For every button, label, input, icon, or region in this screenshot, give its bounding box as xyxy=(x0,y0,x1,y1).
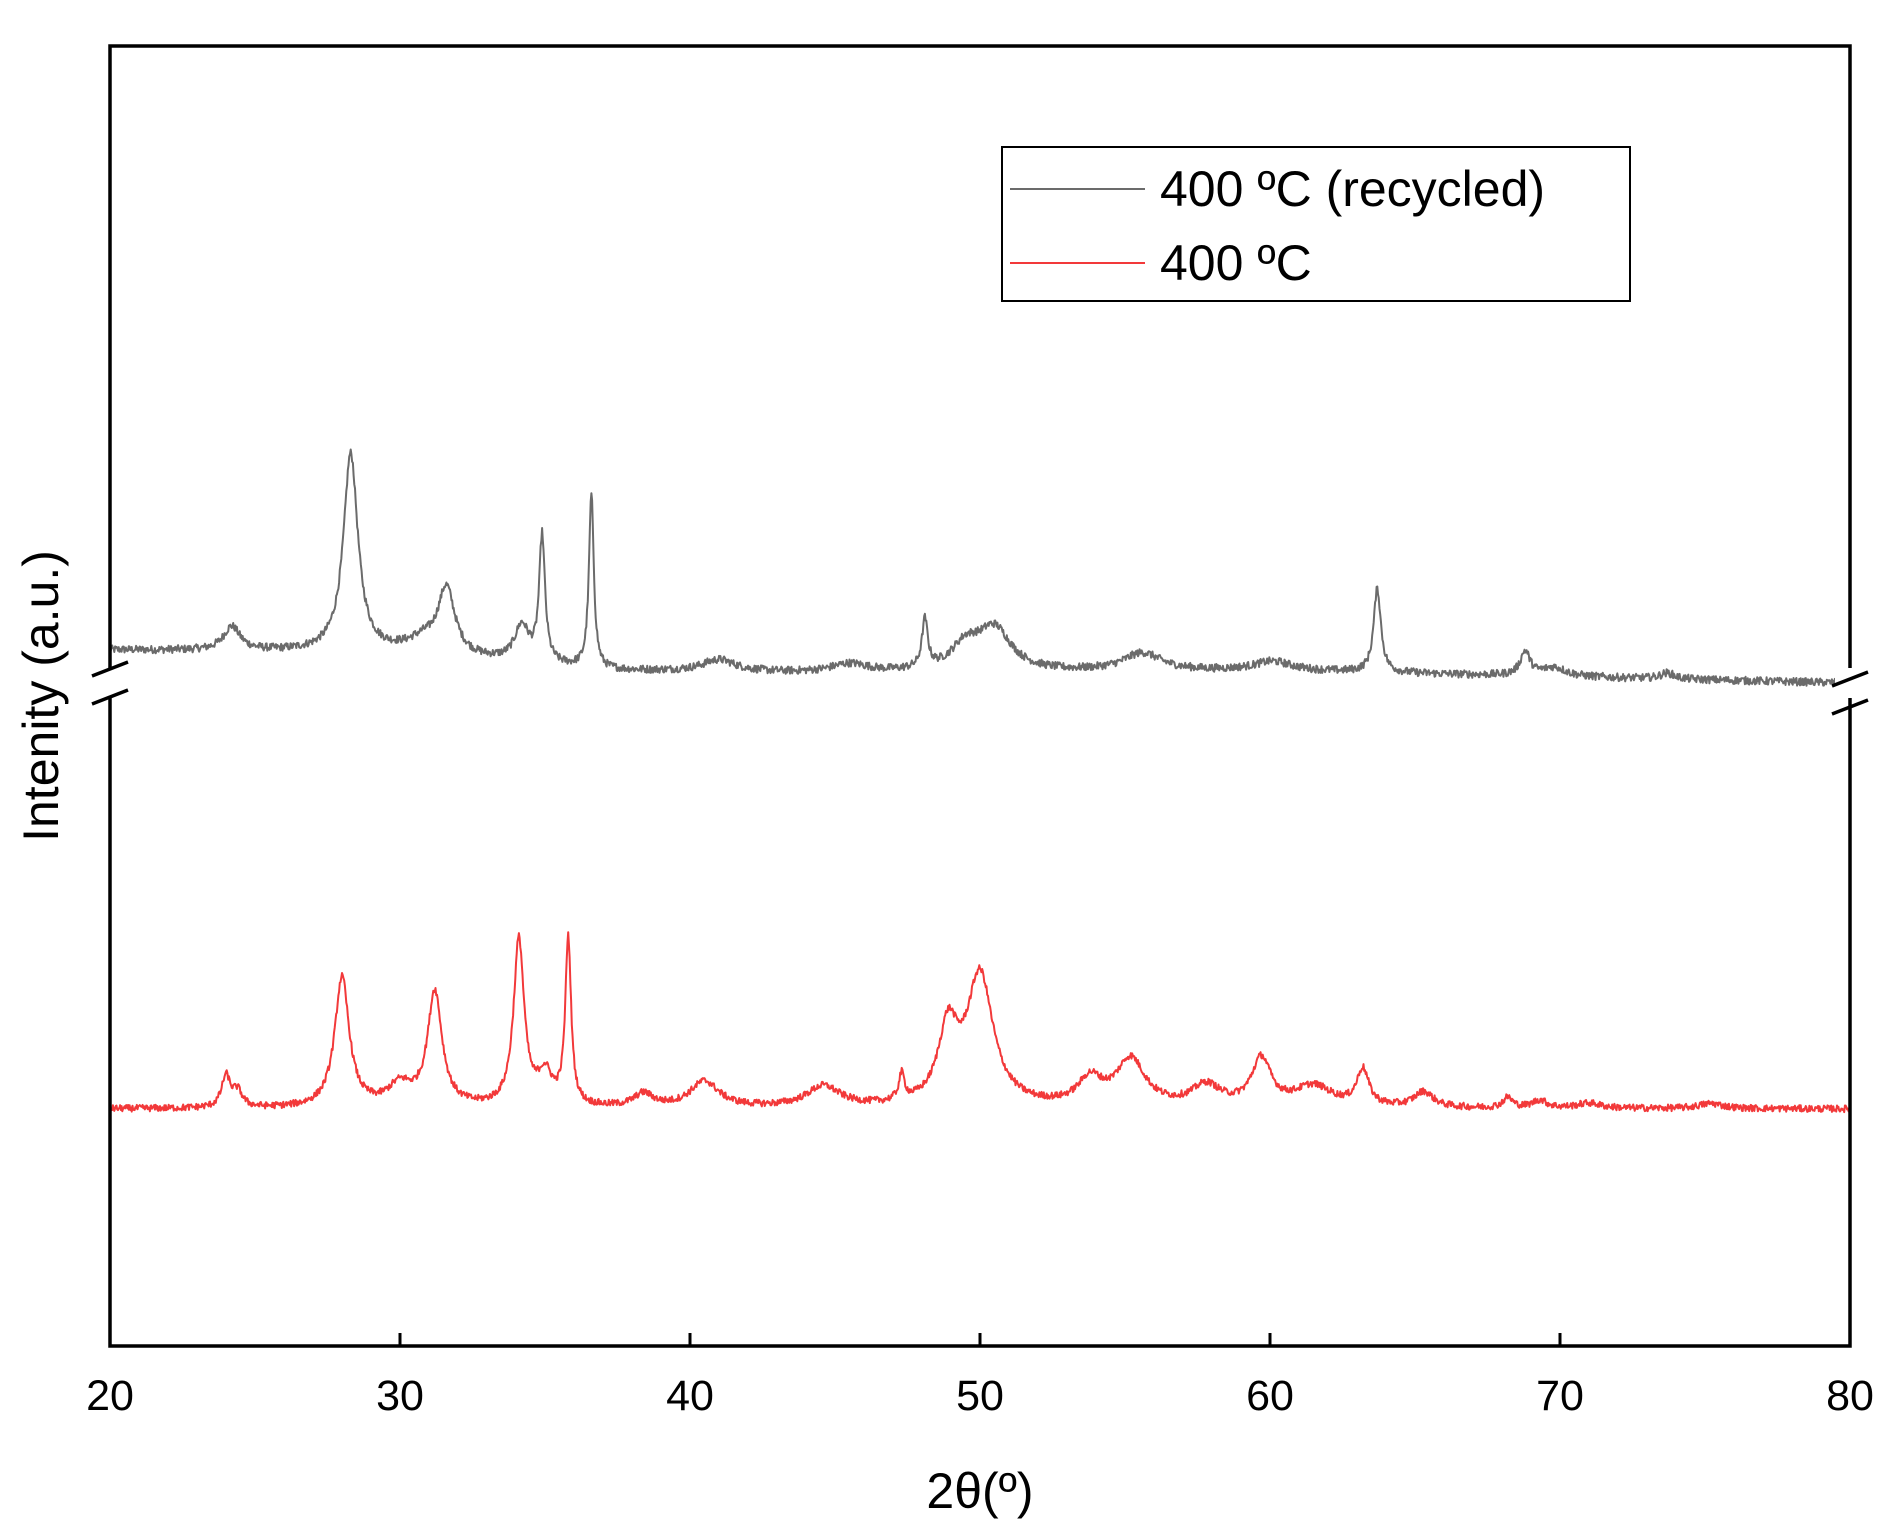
axis-break-left xyxy=(91,660,129,706)
legend-label-400c: 400 ºC xyxy=(1160,235,1312,291)
x-tick-label: 70 xyxy=(1536,1372,1584,1420)
x-tick-label: 80 xyxy=(1826,1372,1874,1420)
x-tick-label: 50 xyxy=(956,1372,1004,1420)
series-line-recycled xyxy=(109,448,1851,688)
series-line-400c xyxy=(109,931,1851,1114)
legend-box xyxy=(1001,146,1631,302)
x-tick-label: 40 xyxy=(666,1372,714,1420)
x-tick-label: 30 xyxy=(376,1372,424,1420)
legend: 400 ºC (recycled) 400 ºC xyxy=(1001,146,1631,302)
axis-break-right xyxy=(1831,668,1869,716)
legend-label-recycled: 400 ºC (recycled) xyxy=(1160,161,1545,217)
series-layer xyxy=(109,448,1851,1114)
x-tick-label: 60 xyxy=(1246,1372,1294,1420)
x-axis-label: 2θ(º) xyxy=(926,1463,1033,1519)
x-ticks: 20 30 40 50 60 70 80 xyxy=(86,1333,1874,1420)
x-tick-label: 20 xyxy=(86,1372,134,1420)
y-axis-label: Intenity (a.u.) xyxy=(13,550,69,842)
